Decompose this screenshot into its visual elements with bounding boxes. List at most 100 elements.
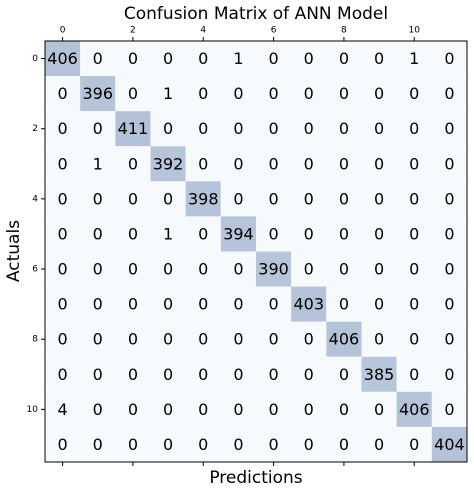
cell xyxy=(115,356,151,392)
cell-label: 0 xyxy=(409,189,419,208)
cell-label: 0 xyxy=(339,435,349,454)
cell-label: 0 xyxy=(93,49,103,68)
cell-label: 392 xyxy=(153,154,184,173)
x-tick-label: 6 xyxy=(271,26,277,36)
chart-title: Confusion Matrix of ANN Model xyxy=(124,4,388,24)
cell xyxy=(150,181,186,217)
cell xyxy=(291,216,327,252)
cell-label: 0 xyxy=(128,330,138,349)
cell-label: 0 xyxy=(304,224,314,243)
cell xyxy=(115,216,151,252)
cell-label: 0 xyxy=(339,400,349,419)
cell xyxy=(115,76,151,112)
cell xyxy=(431,426,467,462)
cell xyxy=(361,356,397,392)
cell-label: 0 xyxy=(268,84,278,103)
cell xyxy=(45,76,81,112)
cell-label: 0 xyxy=(374,84,384,103)
cell xyxy=(150,76,186,112)
cell-label: 0 xyxy=(374,119,384,138)
cell xyxy=(115,321,151,357)
cell-label: 0 xyxy=(444,330,454,349)
cell xyxy=(45,426,81,462)
cell xyxy=(80,286,116,322)
cell xyxy=(80,391,116,427)
cell xyxy=(431,111,467,147)
cell xyxy=(326,146,362,182)
cell xyxy=(45,356,81,392)
cell-label: 0 xyxy=(444,119,454,138)
cell xyxy=(361,111,397,147)
cell xyxy=(361,76,397,112)
x-axis-label: Predictions xyxy=(209,468,302,488)
y-tick-label: 6 xyxy=(32,265,38,275)
cell xyxy=(396,286,432,322)
cell xyxy=(220,391,256,427)
cell xyxy=(256,41,292,77)
cell-label: 0 xyxy=(198,49,208,68)
cell-label: 0 xyxy=(128,435,138,454)
cell-label: 0 xyxy=(128,154,138,173)
cell-label: 0 xyxy=(339,84,349,103)
cell xyxy=(220,286,256,322)
cell-label: 0 xyxy=(268,224,278,243)
cell xyxy=(80,146,116,182)
cell-label: 0 xyxy=(409,224,419,243)
cell-label: 0 xyxy=(233,260,243,279)
cell xyxy=(291,321,327,357)
cell xyxy=(150,426,186,462)
cell-label: 0 xyxy=(128,260,138,279)
cell-label: 0 xyxy=(93,400,103,419)
cell-label: 0 xyxy=(93,260,103,279)
x-tick-label: 0 xyxy=(60,26,66,36)
cell-label: 0 xyxy=(128,49,138,68)
cell-label: 0 xyxy=(163,49,173,68)
x-tick-label: 8 xyxy=(341,26,347,36)
cell xyxy=(396,76,432,112)
cell xyxy=(361,321,397,357)
cell-label: 0 xyxy=(57,189,67,208)
cell xyxy=(220,41,256,77)
cell xyxy=(361,146,397,182)
cell xyxy=(361,286,397,322)
cell-label: 0 xyxy=(339,224,349,243)
cell-label: 0 xyxy=(374,224,384,243)
cell xyxy=(80,356,116,392)
cell xyxy=(80,111,116,147)
cell-label: 0 xyxy=(163,435,173,454)
cell xyxy=(431,286,467,322)
cell-label: 0 xyxy=(57,295,67,314)
cell-label: 0 xyxy=(57,84,67,103)
cell-label: 0 xyxy=(233,330,243,349)
cell xyxy=(256,391,292,427)
cell xyxy=(80,251,116,287)
x-tick-label: 4 xyxy=(200,26,206,36)
cell xyxy=(80,76,116,112)
cell-label: 0 xyxy=(304,400,314,419)
cell-label: 0 xyxy=(198,84,208,103)
cell xyxy=(115,251,151,287)
cell-label: 0 xyxy=(268,400,278,419)
cell-label: 0 xyxy=(268,330,278,349)
cell xyxy=(80,41,116,77)
cell-label: 0 xyxy=(128,365,138,384)
cell-label: 0 xyxy=(128,400,138,419)
cell-label: 0 xyxy=(233,154,243,173)
cell-label: 0 xyxy=(268,295,278,314)
cell-label: 406 xyxy=(329,330,360,349)
cell-label: 1 xyxy=(409,49,419,68)
cell xyxy=(396,181,432,217)
cell xyxy=(291,181,327,217)
cell xyxy=(291,251,327,287)
cell-label: 0 xyxy=(57,119,67,138)
cell-label: 0 xyxy=(233,365,243,384)
cell-label: 0 xyxy=(128,84,138,103)
cell-label: 0 xyxy=(339,189,349,208)
cell xyxy=(185,286,221,322)
cell-label: 0 xyxy=(198,224,208,243)
cell-label: 0 xyxy=(374,189,384,208)
cell-label: 0 xyxy=(444,84,454,103)
x-tick-label: 2 xyxy=(130,26,136,36)
cell xyxy=(80,321,116,357)
cell xyxy=(185,41,221,77)
